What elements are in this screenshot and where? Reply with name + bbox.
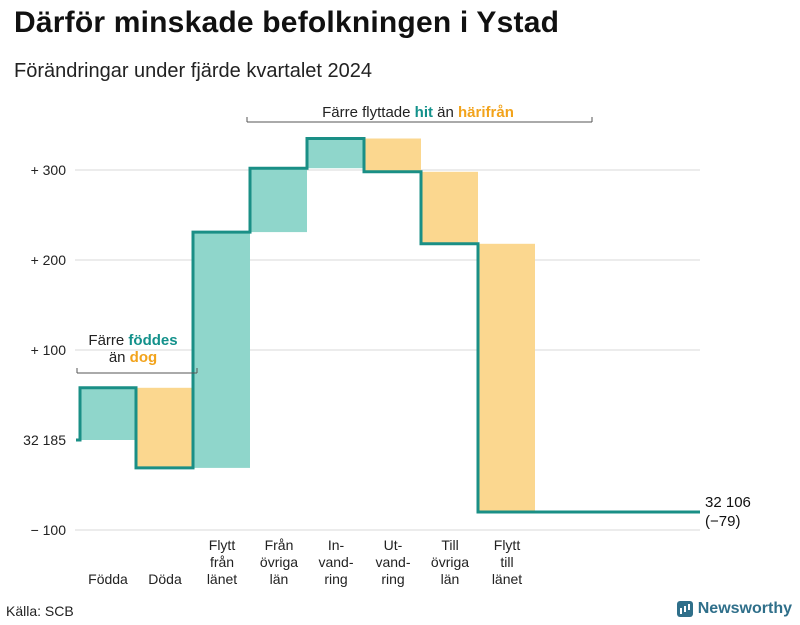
births-annotation-line1: Färre föddes bbox=[88, 332, 177, 349]
category-label: Flytt till länet bbox=[492, 537, 522, 587]
waterfall-bar bbox=[194, 232, 250, 468]
grid-lines bbox=[75, 169, 700, 531]
chart-subtitle: Förändringar under fjärde kvartalet 2024 bbox=[14, 60, 372, 82]
births-annotation-line2: än dog bbox=[109, 349, 157, 366]
bar-chart-icon bbox=[676, 601, 693, 617]
end-change-label: (−79) bbox=[705, 513, 740, 530]
category-label: Från övriga län bbox=[260, 537, 298, 587]
waterfall-bar bbox=[137, 387, 193, 468]
moves-annotation-text: Färre flyttade hit än härifrån bbox=[322, 104, 514, 121]
waterfall-bar bbox=[479, 243, 535, 513]
bars bbox=[80, 138, 535, 513]
y-tick-label: + 300 bbox=[31, 162, 67, 178]
y-tick-label: − 100 bbox=[31, 522, 67, 538]
waterfall-bar bbox=[365, 138, 421, 172]
brand-logo: Newsworthy bbox=[676, 600, 792, 618]
y-tick-label: + 100 bbox=[31, 342, 67, 358]
category-label: Födda bbox=[88, 571, 128, 587]
waterfall-bar bbox=[308, 138, 364, 169]
category-label: Till övriga län bbox=[431, 537, 469, 587]
category-label: Ut-vand-ring bbox=[375, 537, 410, 587]
y-tick-label: 32 185 bbox=[23, 432, 66, 448]
category-labels: Födda Döda Flytt från länet Från övriga län In-v… bbox=[88, 537, 522, 587]
waterfall-bar bbox=[422, 171, 478, 244]
y-tick-label: + 200 bbox=[31, 252, 67, 268]
waterfall-bar bbox=[251, 168, 307, 233]
y-axis-ticks: + 300 + 200 + 100 32 185 − 100 bbox=[23, 162, 66, 538]
category-label: Döda bbox=[148, 571, 182, 587]
running-total-line bbox=[76, 137, 700, 514]
births-annotation: Färre föddes än dog bbox=[76, 332, 198, 374]
waterfall-bar bbox=[80, 387, 136, 440]
source-note: Källa: SCB bbox=[6, 603, 74, 619]
category-label: Flytt från länet bbox=[207, 537, 237, 587]
end-value-label: 32 106 bbox=[705, 494, 751, 511]
births-bracket bbox=[76, 368, 198, 374]
brand-name: Newsworthy bbox=[697, 600, 792, 617]
chart-title: Därför minskade befolkningen i Ystad bbox=[14, 6, 560, 39]
moves-annotation: Färre flyttade hit än härifrån bbox=[246, 104, 593, 123]
category-label: In-vand-ring bbox=[318, 537, 353, 587]
moves-bracket bbox=[246, 117, 593, 123]
